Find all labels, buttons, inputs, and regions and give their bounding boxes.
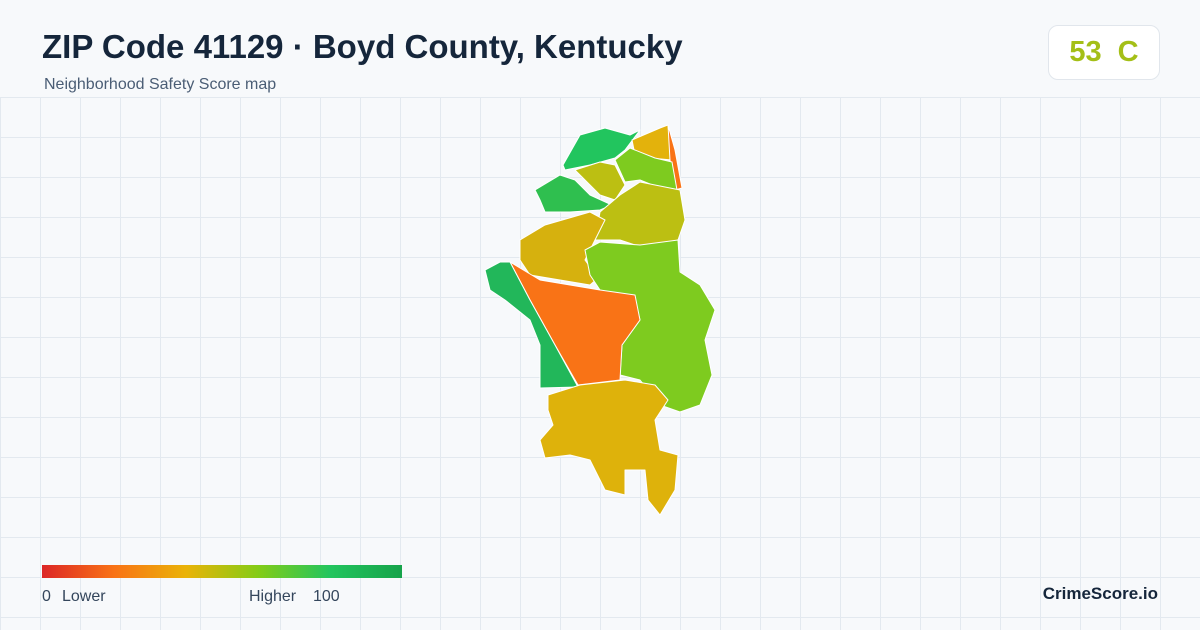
grade: C <box>1117 36 1139 68</box>
region <box>484 261 579 389</box>
score: 53 <box>1069 36 1102 68</box>
subtitle: Neighborhood Safety Score map <box>44 76 277 93</box>
title: ZIP Code 41129 · Boyd County, Kentucky <box>42 28 683 65</box>
region <box>539 379 679 516</box>
region <box>667 124 683 191</box>
region <box>574 161 626 201</box>
legend-max: 100 <box>313 588 340 605</box>
legend-high: Higher <box>249 588 297 605</box>
legend-gradient <box>42 565 402 578</box>
region <box>594 181 686 251</box>
score-badge: 53 C <box>1048 25 1160 80</box>
legend-min: 0 <box>42 588 51 605</box>
legend-low: Lower <box>62 588 106 605</box>
brand: CrimeScore.io <box>1042 584 1158 603</box>
